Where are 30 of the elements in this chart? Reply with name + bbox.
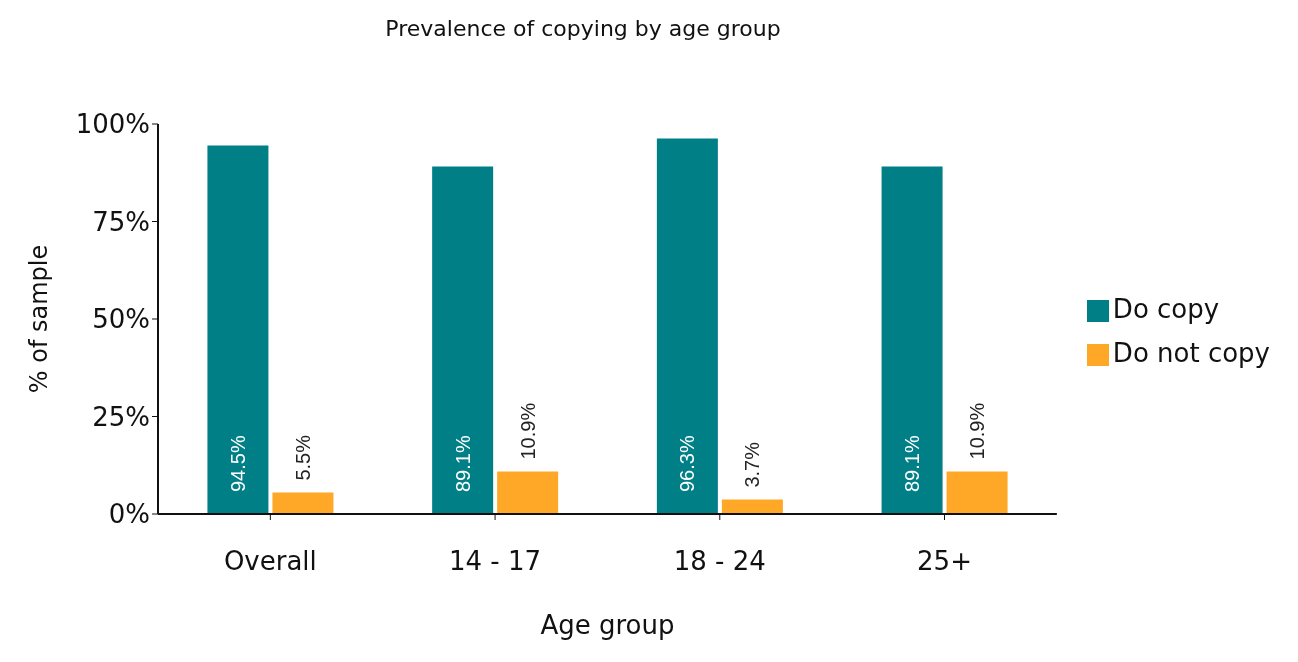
bar [656, 138, 718, 514]
y-axis-title: % of sample [24, 244, 53, 394]
data-label: 89.1% [451, 435, 474, 492]
y-tick-label: 25% [92, 401, 150, 432]
chart-title: Prevalence of copying by age group [384, 16, 782, 41]
data-label: 96.3% [676, 435, 699, 492]
bar [721, 499, 783, 514]
data-label: 5.5% [291, 434, 314, 481]
y-tick-label: 50% [92, 304, 150, 335]
x-tick-label: 18 - 24 [673, 546, 766, 577]
bar [497, 471, 559, 514]
data-label: 3.7% [741, 441, 764, 488]
bar [946, 471, 1008, 514]
x-tick-label: 25+ [917, 546, 972, 577]
bar [881, 166, 943, 514]
y-tick-label: 0% [108, 499, 150, 530]
data-label: 10.9% [516, 402, 539, 460]
x-tick-label: Overall [223, 546, 317, 577]
bar [272, 492, 334, 514]
x-tick-label: 14 - 17 [449, 546, 542, 577]
legend-label: Do not copy [1112, 338, 1270, 368]
y-tick-label: 75% [92, 206, 150, 237]
data-label: 94.5% [226, 435, 249, 492]
data-label: 10.9% [966, 402, 989, 460]
x-axis-title: Age group [540, 610, 675, 640]
y-tick-label: 100% [75, 109, 150, 140]
data-label: 89.1% [901, 435, 924, 492]
bar [432, 166, 494, 514]
bar [207, 145, 269, 514]
legend-label: Do copy [1112, 294, 1220, 324]
